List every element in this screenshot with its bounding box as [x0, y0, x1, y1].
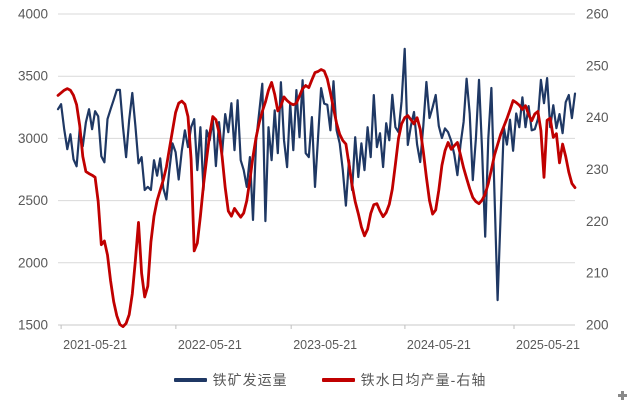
y-axis-right-tick-label: 210 [586, 266, 609, 281]
y-axis-right-tick-label: 250 [586, 58, 609, 73]
x-axis-tick-label: 2023-05-21 [293, 338, 357, 352]
y-axis-left-tick-label: 3500 [18, 69, 48, 84]
y-axis-left-tick-label: 2000 [18, 255, 48, 270]
y-axis-right-tick-label: 220 [586, 214, 609, 229]
legend-swatch-hot-metal-output-icon [321, 378, 355, 382]
legend-label-iron-ore-shipments: 铁矿发运量 [212, 372, 288, 388]
series-line-hot-metal-daily-output [56, 68, 577, 329]
y-axis-right-tick-label: 200 [586, 318, 609, 333]
cursor-artifact-icon [618, 391, 627, 400]
y-axis-left-tick-label: 2500 [18, 193, 48, 208]
x-axis-tick-label: 2025-05-21 [516, 338, 580, 352]
chart-legend: 铁矿发运量 铁水日均产量-右轴 [0, 368, 632, 392]
x-axis-tick-label: 2021-05-21 [63, 338, 127, 352]
legend-item-hot-metal-output: 铁水日均产量-右轴 [321, 370, 487, 390]
y-axis-right-tick-label: 240 [586, 110, 609, 125]
y-axis-left-tick-label: 4000 [18, 7, 48, 22]
legend-item-iron-ore-shipments: 铁矿发运量 [173, 370, 288, 390]
legend-label-hot-metal-output: 铁水日均产量-右轴 [360, 372, 487, 388]
x-axis-tick-label: 2022-05-21 [178, 338, 242, 352]
legend-swatch-iron-ore-shipments-icon [173, 378, 207, 382]
y-axis-left-tick-label: 1500 [18, 318, 48, 333]
y-axis-right-tick-label: 230 [586, 162, 609, 177]
y-axis-right-tick-label: 260 [586, 7, 609, 22]
series-line-iron-ore-shipments [56, 47, 577, 302]
x-axis-tick-label: 2024-05-21 [407, 338, 471, 352]
y-axis-left-tick-label: 3000 [18, 131, 48, 146]
